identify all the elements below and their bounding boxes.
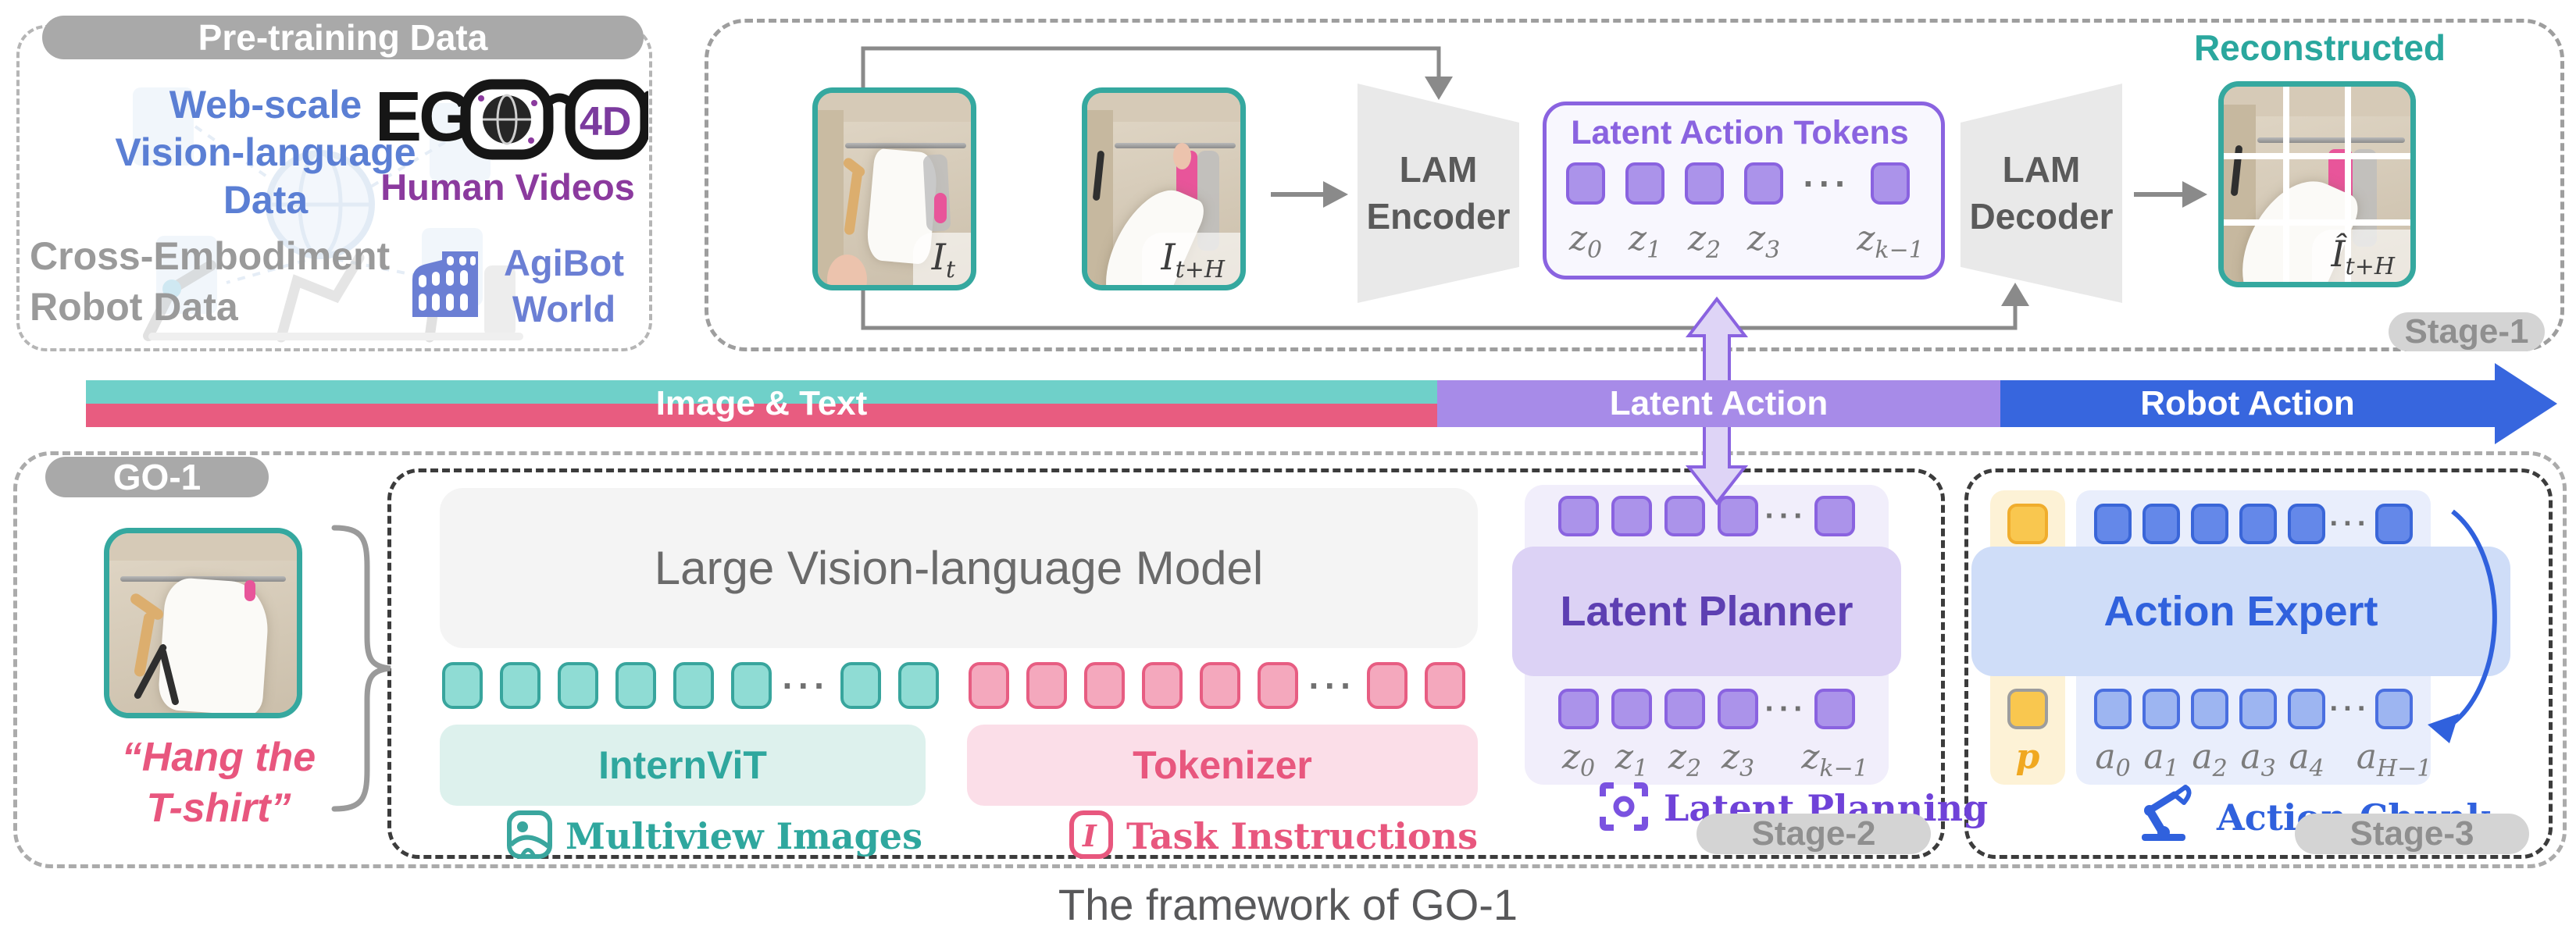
- human-videos-label: Human Videos: [380, 166, 635, 208]
- grid-line: [2345, 87, 2352, 282]
- arrowhead-loop-icon: [2428, 714, 2459, 743]
- latent-token: [1566, 162, 1605, 205]
- latent-planner-output-tokens: ···: [1558, 689, 1855, 729]
- arrowhead-right-icon: [2182, 181, 2207, 208]
- observation-image-t-plus-h: It+H: [1082, 87, 1246, 290]
- proprio-token-out: [2007, 689, 2048, 729]
- ego4d-eg-text: EG: [375, 78, 470, 156]
- pretraining-title: Pre-training Data: [42, 16, 644, 59]
- agibot-world-label: AgiBot World: [503, 242, 624, 329]
- feedback-line-bottom: [861, 290, 2018, 330]
- latent-token: [1685, 162, 1724, 205]
- task-instruction-text: “Hang the T-shirt”: [121, 735, 316, 831]
- go1-panel: [13, 451, 2567, 868]
- reconstructed-image: Ît+H: [2218, 81, 2416, 287]
- bar-arrowhead-icon: [2495, 363, 2557, 444]
- z-label-row-stage1: z0 z1 z2 z3 zk−1: [1568, 219, 1924, 264]
- ego4d-logo: EG 4D: [375, 78, 648, 160]
- bar-image-text-label: Image & Text: [655, 384, 868, 422]
- feedback-line-top: [861, 46, 1441, 87]
- reconstructed-image-label: Ît+H: [2312, 229, 2410, 282]
- grid-line: [2224, 153, 2410, 159]
- stage2-pill: Stage-2: [1697, 814, 1931, 854]
- z-label-row-stage2: z0 z1 z2 z3 zk−1: [1561, 737, 1868, 782]
- input-brace: [331, 525, 391, 812]
- internvit-box: InternViT: [440, 725, 926, 806]
- lam-encoder: LAM Encoder: [1358, 84, 1519, 303]
- p-label: p: [2015, 737, 2040, 777]
- text-token-row: ···: [969, 662, 1465, 709]
- bar-image-text-bottom: [86, 404, 1437, 427]
- ellipsis: ···: [1803, 163, 1851, 204]
- go1-pill: GO-1: [45, 457, 269, 497]
- stage3-pill: Stage-3: [2295, 814, 2529, 854]
- action-loop-arrow: [2445, 509, 2497, 730]
- latent-token: [1625, 162, 1664, 205]
- latent-planner-input-tokens: ···: [1558, 496, 1855, 536]
- arrowhead-up-icon: [2001, 283, 2029, 306]
- multiview-images-label: Multiview Images: [566, 815, 922, 857]
- multiview-images-icon: [507, 810, 552, 859]
- grid-line: [2224, 219, 2410, 226]
- a-label-row: a0 a1 a2 a3 a4 aH−1: [2095, 737, 2432, 782]
- image-t-plus-h-label: It+H: [1142, 232, 1240, 285]
- robot-arm-icon: [2142, 785, 2192, 841]
- bar-image-text-top: [86, 380, 1437, 404]
- colosseum-icon: [412, 251, 478, 317]
- cross-embodiment-label: Cross-Embodiment Robot Data: [30, 234, 391, 329]
- go1-observation-image: [104, 528, 302, 718]
- proprio-token: [2007, 504, 2048, 544]
- lam-decoder: LAM Decoder: [1961, 84, 2122, 303]
- reconstructed-label: Reconstructed: [2193, 27, 2446, 68]
- task-instructions-icon: I: [1069, 810, 1113, 859]
- action-expert-box: Action Expert: [1971, 547, 2510, 676]
- figure-caption: The framework of GO-1: [1058, 880, 1518, 929]
- image-t-label: It: [912, 232, 971, 285]
- vlm-box: Large Vision-language Model: [440, 488, 1478, 648]
- stage1-panel: [705, 19, 2564, 351]
- ego4d-4d-text: 4D: [580, 99, 631, 144]
- action-input-tokens: ···: [2094, 504, 2413, 544]
- latent-token: [1744, 162, 1783, 205]
- image-token-row: ···: [442, 662, 939, 709]
- action-output-tokens: ···: [2094, 689, 2413, 729]
- latent-token: [1871, 162, 1910, 205]
- web-scale-data-label: Web-scale Vision-language Data: [115, 83, 416, 222]
- robot-arms-illustration: [143, 252, 523, 343]
- stage3-panel: [1964, 468, 2553, 859]
- arrowhead-right-icon: [1323, 181, 1348, 208]
- latent-action-token-row: ···: [1566, 162, 1910, 205]
- arrowhead-down-icon: [1425, 77, 1453, 100]
- glasses-right-lens: [565, 79, 648, 160]
- grid-line: [2283, 87, 2290, 282]
- observation-image-t: It: [812, 87, 976, 290]
- task-instructions-label: Task Instructions: [1126, 815, 1478, 857]
- bar-robot-action: Robot Action: [2000, 380, 2495, 427]
- pretraining-title-label: Pre-training Data: [198, 17, 488, 58]
- stage1-pill: Stage-1: [2389, 312, 2545, 351]
- latent-planner-box: Latent Planner: [1512, 547, 1901, 676]
- latent-planning-icon: [1600, 782, 1648, 831]
- latent-action-tokens-title: Latent Action Tokens: [1571, 114, 1909, 151]
- stage2-panel: [387, 468, 1945, 859]
- bar-latent-action: Latent Action: [1437, 380, 2000, 427]
- svg-text:I: I: [1082, 818, 1097, 853]
- tokenizer-box: Tokenizer: [967, 725, 1478, 806]
